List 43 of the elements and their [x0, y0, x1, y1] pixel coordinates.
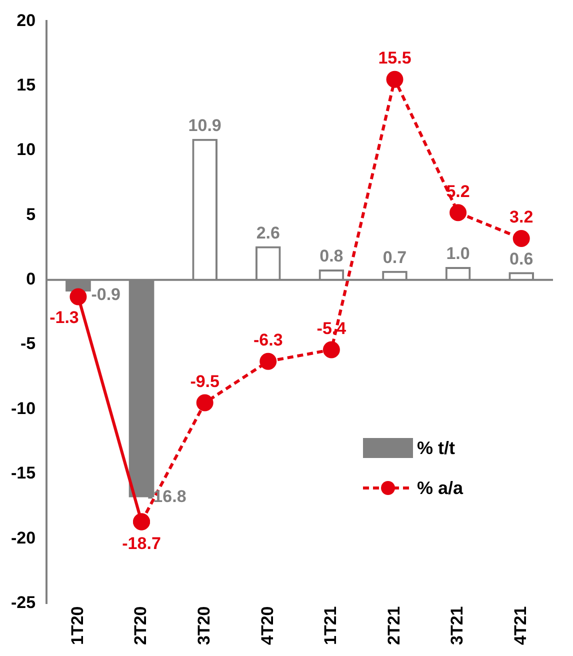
x-tick-label: 2T20: [131, 606, 150, 645]
data-label: 1.0: [446, 244, 470, 264]
x-tick-label: 4T21: [511, 606, 530, 645]
data-label: -18.7: [122, 534, 161, 553]
data-label: -5.4: [316, 318, 347, 338]
data-label: -1.3: [50, 308, 79, 327]
point: [386, 70, 404, 88]
y-tick-label: 0: [26, 270, 36, 289]
data-label: -16.8: [148, 486, 186, 506]
legend-label: % a/a: [417, 478, 464, 498]
data-label: 15.5: [378, 48, 412, 68]
data-label: 0.8: [320, 246, 344, 266]
data-label: 0.7: [382, 248, 407, 268]
x-tick-label: 3T21: [448, 606, 467, 645]
y-tick-label: 15: [16, 76, 36, 95]
data-label: -9.5: [190, 372, 220, 391]
point: [512, 230, 530, 247]
data-label: 0.6: [510, 249, 534, 268]
legend-label: % t/t: [417, 438, 455, 458]
x-tick-label: 2T21: [384, 606, 404, 645]
data-label: 2.6: [256, 223, 280, 242]
x-tick-label: 1T20: [68, 606, 87, 645]
data-label: 3.2: [510, 208, 534, 227]
point: [196, 394, 214, 412]
x-tick-label: 4T20: [258, 606, 277, 645]
y-tick-label: -25: [10, 592, 36, 612]
y-tick-label: 10: [16, 140, 36, 160]
y-tick-label: 20: [16, 10, 36, 30]
x-tick-label: 3T20: [194, 606, 214, 645]
point: [133, 513, 150, 530]
data-label: -0.9: [91, 285, 121, 304]
data-label: -6.3: [253, 330, 283, 350]
y-tick-label: -20: [10, 528, 36, 548]
y-tick-label: -15: [10, 464, 36, 483]
y-tick-label: -10: [10, 398, 36, 418]
y-tick-label: 5: [26, 204, 36, 224]
point: [260, 352, 277, 370]
point: [322, 341, 340, 358]
point: [450, 204, 467, 222]
x-tick-label: 1T21: [321, 606, 340, 645]
y-tick-label: -5: [20, 334, 36, 354]
data-label: 10.9: [188, 116, 222, 136]
point: [70, 288, 87, 306]
